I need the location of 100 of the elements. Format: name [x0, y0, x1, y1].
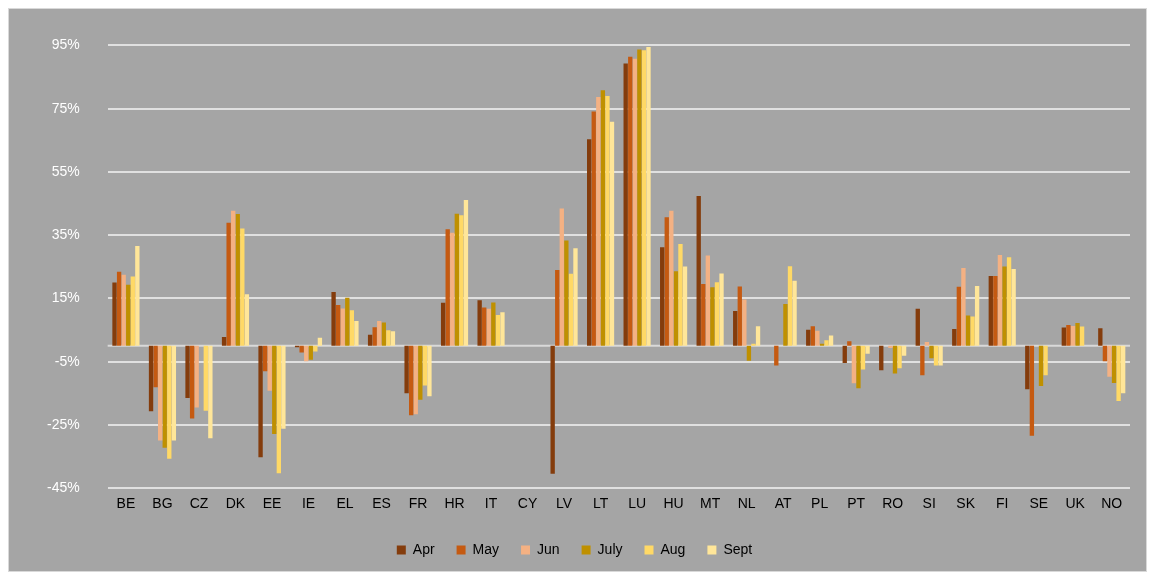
- bar: [851, 345, 857, 384]
- bar: [500, 312, 505, 346]
- bar: [495, 314, 501, 346]
- bar: [386, 330, 391, 346]
- bar: [422, 345, 428, 386]
- bar: [450, 232, 455, 346]
- bar: [299, 345, 304, 353]
- bar: [965, 315, 971, 346]
- bar: [1038, 345, 1044, 387]
- bar: [997, 255, 1003, 346]
- bar: [390, 331, 396, 346]
- bar: [678, 244, 683, 346]
- bar: [185, 345, 190, 399]
- bar: [262, 345, 268, 372]
- bar: [203, 345, 208, 411]
- x-tick-label: SK: [956, 495, 976, 512]
- bar: [148, 345, 154, 412]
- x-tick-label: EE: [262, 495, 282, 512]
- bar: [130, 276, 135, 346]
- x-tick-label: AT: [774, 495, 793, 512]
- legend-label: Aug: [660, 540, 686, 557]
- x-tick-label: IE: [301, 495, 316, 512]
- bar: [208, 345, 213, 439]
- x-tick-label: FI: [995, 495, 1009, 512]
- bar: [135, 245, 140, 346]
- x-tick-label: LT: [592, 495, 609, 512]
- bar: [276, 345, 281, 474]
- bar: [956, 286, 962, 346]
- bar: [559, 208, 564, 346]
- bar: [235, 213, 240, 346]
- legend-label: Jun: [537, 540, 560, 557]
- bar: [167, 345, 172, 459]
- bar: [952, 329, 957, 346]
- bar: [459, 215, 464, 346]
- bar: [1025, 345, 1030, 390]
- bar: [993, 275, 998, 346]
- bar: [746, 345, 752, 361]
- bar: [440, 302, 446, 346]
- bar: [367, 334, 373, 346]
- bar: [335, 305, 341, 346]
- x-tick-label: IT: [484, 495, 498, 512]
- bar: [349, 310, 355, 346]
- bar: [354, 320, 359, 346]
- bar: [158, 345, 163, 441]
- bar: [240, 228, 245, 346]
- bar: [924, 342, 930, 346]
- legend-label: May: [472, 540, 500, 557]
- bar: [258, 345, 263, 458]
- bar: [1098, 328, 1103, 346]
- bar: [1075, 323, 1080, 346]
- bar: [381, 322, 386, 346]
- x-tick-label: MT: [700, 495, 721, 512]
- bar: [304, 345, 309, 362]
- x-tick-label: NO: [1101, 495, 1123, 512]
- bar: [860, 345, 866, 370]
- bar: [1070, 325, 1076, 346]
- x-tick-label: EL: [336, 495, 354, 512]
- bar: [171, 345, 177, 441]
- bar: [856, 345, 861, 389]
- bar: [879, 345, 884, 371]
- bar: [605, 96, 610, 346]
- bar: [792, 280, 797, 346]
- x-tick-label: DK: [225, 495, 246, 512]
- bar: [892, 345, 898, 374]
- bar: [1116, 345, 1121, 401]
- bar: [121, 274, 126, 346]
- bar: [404, 345, 409, 394]
- y-tick-label: -25%: [47, 415, 80, 432]
- bar: [628, 56, 633, 346]
- x-tick-label: NL: [737, 495, 756, 512]
- bar: [1006, 257, 1012, 346]
- bar: [673, 271, 679, 346]
- bar: [920, 345, 925, 376]
- bar: [824, 340, 829, 346]
- bar: [637, 49, 642, 346]
- bar: [1029, 345, 1035, 436]
- bar: [901, 345, 907, 356]
- bar: [701, 283, 706, 346]
- x-tick-label: CZ: [189, 495, 209, 512]
- bar: [751, 343, 756, 346]
- bar: [573, 248, 578, 346]
- x-tick-label: PT: [847, 495, 866, 512]
- legend-label: Sept: [723, 540, 753, 557]
- bar: [1066, 325, 1071, 346]
- x-tick-label: LV: [556, 495, 573, 512]
- y-tick-label: 55%: [51, 162, 80, 179]
- bar: [313, 345, 318, 352]
- x-tick-label: PL: [811, 495, 829, 512]
- bar: [970, 316, 975, 346]
- bar: [454, 213, 459, 346]
- y-tick-label: 95%: [51, 36, 80, 53]
- bar: [737, 286, 742, 346]
- bar: [308, 345, 313, 360]
- bar: [477, 300, 482, 346]
- bar: [641, 50, 647, 346]
- bar: [787, 266, 793, 346]
- x-tick-label: BE: [116, 495, 136, 512]
- bar: [915, 308, 920, 346]
- bar: [116, 271, 122, 346]
- bar: [842, 345, 847, 363]
